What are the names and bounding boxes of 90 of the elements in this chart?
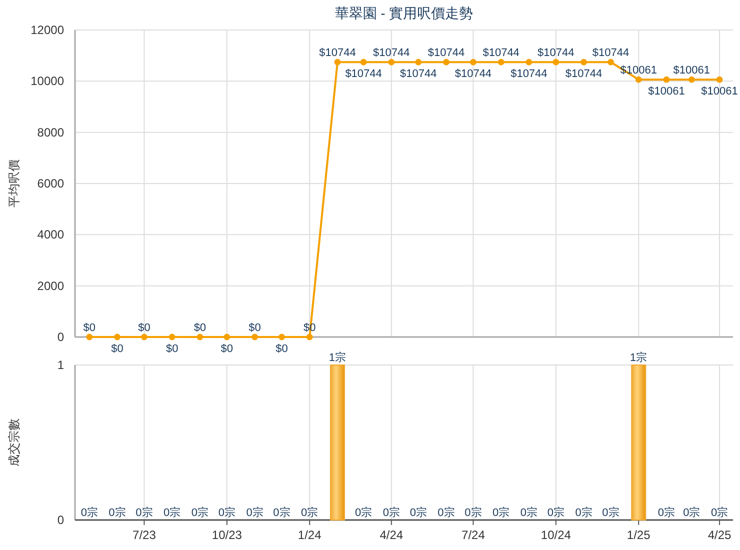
point: [552, 58, 560, 66]
y-tick-label: 0: [57, 513, 64, 527]
data-label: 1宗: [328, 351, 346, 364]
point: [224, 334, 230, 340]
data-label: 0宗: [246, 506, 264, 519]
data-label: 0宗: [438, 506, 455, 519]
point: [334, 58, 341, 66]
point: [114, 334, 120, 340]
data-label: $10061: [648, 86, 685, 98]
point: [278, 334, 285, 340]
point: [252, 334, 258, 340]
data-label: $10744: [538, 47, 574, 60]
data-label: $0: [276, 343, 288, 355]
data-label: 0宗: [108, 506, 126, 519]
data-label: $10744: [400, 68, 437, 80]
x-tick-label: 4/25: [708, 528, 732, 542]
data-label: 0宗: [575, 506, 592, 519]
data-label: $10744: [510, 68, 548, 80]
x-tick-label: 1/24: [298, 528, 322, 542]
x-tick-label: 4/24: [380, 528, 404, 542]
point: [663, 76, 670, 83]
data-label: 0宗: [164, 506, 181, 519]
data-label: $0: [111, 343, 124, 355]
y-tick-label: 0: [57, 330, 64, 344]
x-tick-label: 10/24: [540, 528, 572, 542]
data-label: 0宗: [273, 506, 290, 519]
data-label: 0宗: [464, 506, 482, 519]
data-label: $10744: [373, 47, 410, 60]
point: [141, 334, 148, 340]
y-axis-title: 平均呎價: [7, 160, 21, 208]
data-label: 0宗: [191, 506, 209, 519]
y-tick-label: 1: [57, 358, 64, 372]
y-tick-label: 6000: [37, 176, 64, 190]
data-label: $10061: [673, 64, 710, 77]
data-label: $10744: [482, 47, 520, 60]
data-label: $0: [194, 322, 206, 334]
data-label: 0宗: [136, 506, 153, 519]
data-label: 0宗: [520, 506, 538, 519]
point: [688, 76, 695, 83]
data-label: 0宗: [683, 506, 700, 519]
data-label: $0: [138, 322, 150, 334]
data-label: 0宗: [382, 506, 400, 519]
point: [168, 334, 176, 340]
data-label: $0: [83, 322, 96, 334]
point: [388, 58, 395, 66]
point: [716, 76, 723, 83]
y-tick-label: 8000: [37, 125, 64, 140]
y-tick-label: 12000: [30, 23, 64, 37]
data-label: $10061: [701, 86, 738, 98]
data-label: $10744: [454, 68, 492, 80]
x-tick-label: 10/23: [212, 528, 242, 542]
point: [498, 58, 504, 66]
data-label: 1宗: [630, 351, 648, 364]
data-label: $10744: [565, 68, 602, 80]
data-label: 0宗: [658, 506, 676, 519]
data-label: 0宗: [547, 506, 564, 519]
data-label: $0: [166, 343, 178, 355]
point: [443, 58, 450, 66]
data-label: $10744: [428, 47, 465, 60]
data-label: $0: [248, 322, 261, 334]
y-tick-label: 4000: [37, 228, 64, 242]
data-label: $10744: [319, 47, 356, 60]
y-tick-label: 2000: [37, 278, 64, 293]
data-label: 0宗: [602, 506, 620, 519]
y-axis-title: 成交宗數: [7, 418, 21, 466]
point: [526, 58, 532, 66]
data-label: 0宗: [492, 506, 510, 519]
chart-title: 華翠園 - 實用呎價走勢: [334, 5, 474, 21]
x-tick-label: 1/25: [626, 528, 651, 542]
point: [470, 58, 476, 66]
data-label: 0宗: [354, 506, 372, 519]
point: [86, 334, 93, 340]
data-label: 0宗: [218, 506, 236, 519]
data-label: 0宗: [301, 506, 318, 519]
point: [360, 58, 367, 66]
point: [415, 58, 422, 66]
point: [635, 76, 642, 83]
point: [608, 58, 614, 66]
data-label: $0: [220, 343, 234, 355]
x-tick-label: 7/23: [132, 528, 156, 542]
data-label: 0宗: [410, 506, 427, 519]
point: [580, 58, 587, 66]
data-label: $10744: [345, 68, 382, 80]
data-label: $10744: [592, 47, 630, 60]
point: [196, 334, 204, 340]
data-label: 0宗: [80, 506, 98, 519]
y-tick-label: 10000: [30, 74, 64, 88]
data-label: 0宗: [710, 506, 728, 519]
point: [306, 334, 313, 340]
x-tick-label: 7/24: [462, 528, 486, 542]
